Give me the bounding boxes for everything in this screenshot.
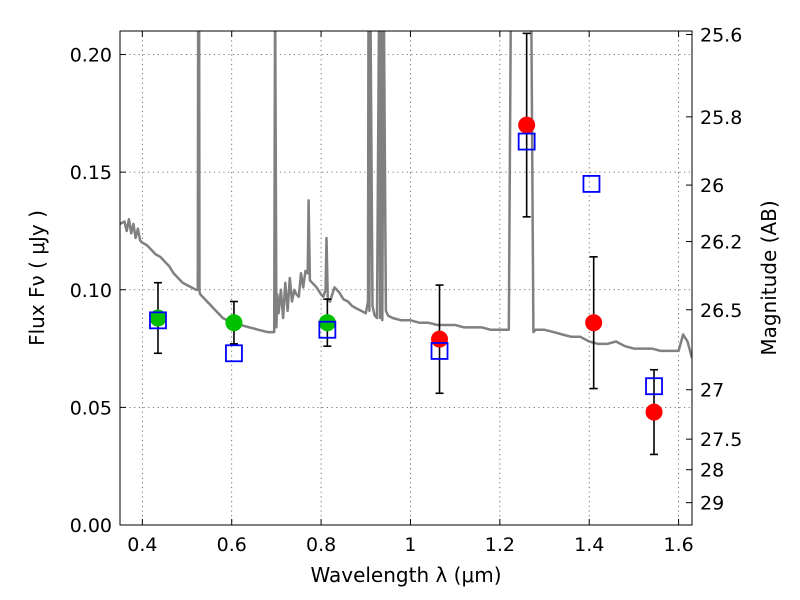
right-tick-label: 25.6 <box>700 25 742 47</box>
right-tick-label: 26.2 <box>700 232 742 254</box>
model-photometry-square <box>318 320 337 339</box>
model-photometry-square <box>645 377 663 396</box>
red-data-point <box>585 314 603 332</box>
right-tick-label: 26.5 <box>700 300 742 322</box>
y-axis-label: Flux Fν ( μJy ) <box>25 210 49 346</box>
x-tick-label: 1 <box>404 534 416 556</box>
x-tick-label: 1.2 <box>485 534 515 556</box>
model-photometry-square <box>517 132 536 151</box>
plot-frame <box>119 30 693 526</box>
right-tick-label: 27 <box>700 380 724 402</box>
y-tick-label: 0.00 <box>70 515 112 537</box>
spectrum-layer <box>120 31 692 359</box>
model-photometry-square <box>225 344 243 363</box>
x-tick-label: 0.4 <box>127 534 157 556</box>
points-layer <box>149 32 663 456</box>
y-tick-label: 0.05 <box>70 397 112 419</box>
model-photometry-square <box>430 342 449 360</box>
right-tick-label: 26 <box>700 175 724 197</box>
y-tick-label: 0.20 <box>70 45 112 67</box>
y-tick-label: 0.10 <box>70 280 112 302</box>
x-axis-label: Wavelength λ (μm) <box>310 563 501 587</box>
red-data-point <box>518 116 536 134</box>
right-tick-label: 29 <box>700 493 724 515</box>
right-axis-label: Magnitude (AB) <box>757 200 781 355</box>
green-data-point <box>318 314 336 332</box>
x-tick-label: 1.4 <box>574 534 604 556</box>
x-tick-label: 0.6 <box>217 534 247 556</box>
red-data-point <box>645 403 663 421</box>
model-spectrum-line <box>120 31 692 359</box>
right-tick-label: 28 <box>700 460 724 482</box>
x-tick-label: 0.8 <box>306 534 336 556</box>
x-tick-label: 1.6 <box>663 534 693 556</box>
model-photometry-square <box>149 311 167 330</box>
green-data-point <box>225 314 243 332</box>
red-data-point <box>431 330 449 348</box>
axis-ticks: 0.4 0.6 0.8 1 1.2 1.4 1.6 0.00 0.05 0.10 0.15 0.20 2… <box>70 25 743 556</box>
right-tick-label: 25.8 <box>700 107 742 129</box>
y-tick-label: 0.15 <box>70 162 112 184</box>
right-tick-label: 27.5 <box>700 429 742 451</box>
model-photometry-square <box>582 175 601 193</box>
